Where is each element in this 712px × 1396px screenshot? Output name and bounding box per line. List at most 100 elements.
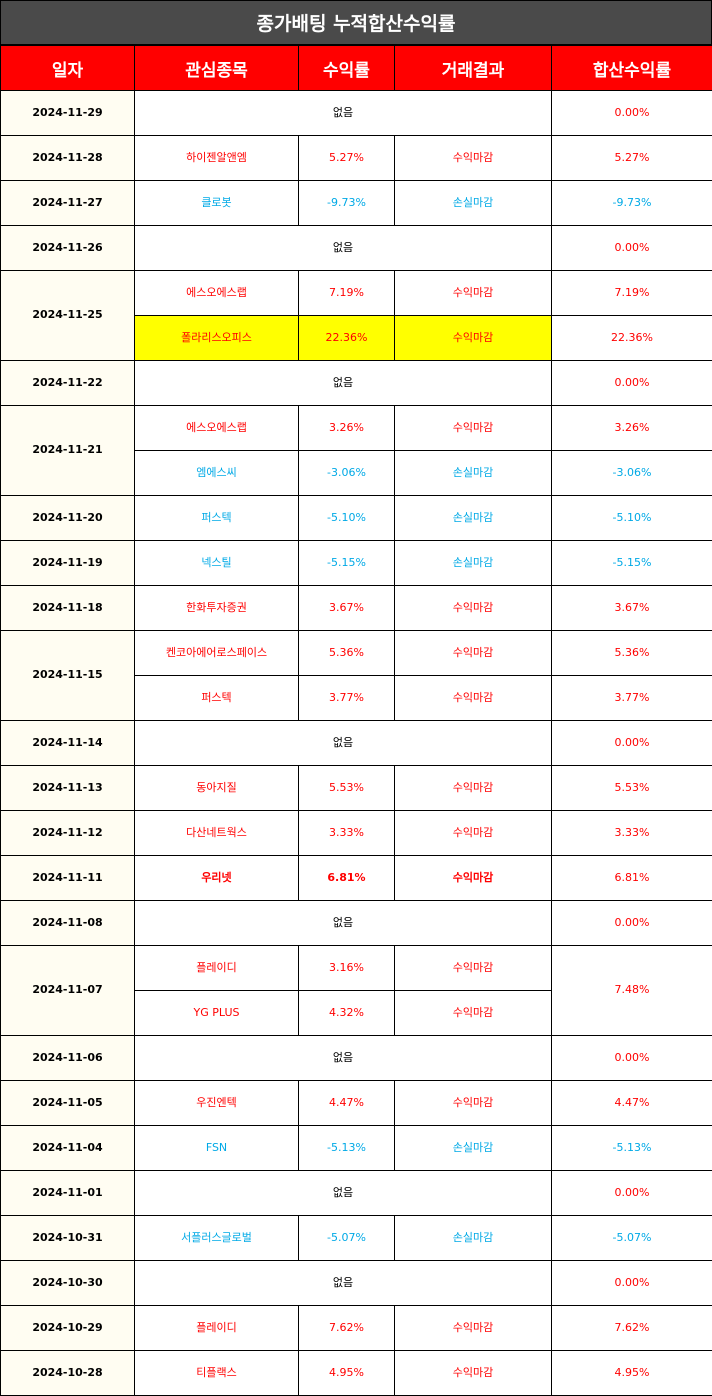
total-return-cell: -5.10%	[551, 495, 712, 541]
total-return-cell: 0.00%	[551, 1260, 712, 1306]
table-row: 2024-11-01 없음 0.00%	[0, 1170, 712, 1216]
table-row: 2024-11-27 클로봇 -9.73% 손실마감 -9.73%	[0, 180, 712, 226]
total-return-cell: 0.00%	[551, 225, 712, 271]
trade-result-cell: 수익마감	[394, 855, 552, 901]
no-trade-cell: 없음	[134, 1035, 552, 1081]
stock-name-cell: 넥스틸	[134, 540, 299, 586]
table-row: 2024-11-12 다산네트웍스 3.33% 수익마감 3.33%	[0, 810, 712, 856]
total-return-cell: 0.00%	[551, 90, 712, 136]
date-cell: 2024-11-19	[0, 540, 135, 586]
trade-result-cell: 수익마감	[394, 765, 552, 811]
table-row: 2024-10-30 없음 0.00%	[0, 1260, 712, 1306]
stock-name-cell: 한화투자증권	[134, 585, 299, 631]
return-cell: -9.73%	[298, 180, 395, 226]
total-return-cell: -5.13%	[551, 1125, 712, 1171]
return-cell: 3.33%	[298, 810, 395, 856]
return-cell: -5.07%	[298, 1215, 395, 1261]
no-trade-cell: 없음	[134, 90, 552, 136]
return-cell: 7.62%	[298, 1305, 395, 1351]
return-cell: 3.67%	[298, 585, 395, 631]
return-cell: 4.47%	[298, 1080, 395, 1126]
table-row: 2024-11-25 에스오에스랩 7.19% 수익마감 7.19%	[0, 270, 712, 361]
table-row: 2024-11-19 넥스틸 -5.15% 손실마감 -5.15%	[0, 540, 712, 586]
stock-name-cell: 플레이디	[134, 945, 299, 991]
table-row: 2024-11-28 하이젠알앤엠 5.27% 수익마감 5.27%	[0, 135, 712, 181]
stock-name-cell: 에스오에스랩	[134, 270, 299, 316]
date-cell: 2024-11-13	[0, 765, 135, 811]
trade-result-cell: 수익마감	[394, 585, 552, 631]
trade-result-cell: 손실마감	[394, 180, 552, 226]
total-return-cell: 3.77%	[551, 675, 712, 721]
trade-result-cell: 손실마감	[394, 450, 552, 496]
header-row: 일자 관심종목 수익률 거래결과 합산수익률	[0, 45, 712, 91]
table-row: 2024-11-20 퍼스텍 -5.10% 손실마감 -5.10%	[0, 495, 712, 541]
stock-name-cell: 켄코아에어로스페이스	[134, 630, 299, 676]
table-row: 2024-11-26 없음 0.00%	[0, 225, 712, 271]
no-trade-cell: 없음	[134, 1260, 552, 1306]
return-cell: 5.53%	[298, 765, 395, 811]
total-return-cell: 5.36%	[551, 630, 712, 676]
date-cell: 2024-11-18	[0, 585, 135, 631]
header-result: 거래결과	[394, 45, 552, 91]
date-cell: 2024-11-08	[0, 900, 135, 946]
total-return-cell: 0.00%	[551, 720, 712, 766]
no-trade-cell: 없음	[134, 720, 552, 766]
table-row: 2024-11-11 우리넷 6.81% 수익마감 6.81%	[0, 855, 712, 901]
total-return-cell: 7.19%	[551, 270, 712, 316]
return-cell: 22.36%	[298, 315, 395, 361]
table-row: 2024-11-04 FSN -5.13% 손실마감 -5.13%	[0, 1125, 712, 1171]
return-cell: 3.26%	[298, 405, 395, 451]
table-row: 2024-11-07 플레이디 3.16% 수익마감 7.48%	[0, 945, 712, 1036]
total-return-cell: 0.00%	[551, 1170, 712, 1216]
trade-result-cell: 수익마감	[394, 945, 552, 991]
no-trade-cell: 없음	[134, 225, 552, 271]
table-body: 2024-11-29 없음 0.00% 2024-11-28 하이젠알앤엠 5.27% 수익…	[0, 90, 712, 1396]
total-return-cell: 4.47%	[551, 1080, 712, 1126]
table-row: 2024-10-31 서플러스글로벌 -5.07% 손실마감 -5.07%	[0, 1215, 712, 1261]
total-return-cell: 7.48%	[551, 945, 712, 1036]
stock-name-cell: 하이젠알앤엠	[134, 135, 299, 181]
stock-name-cell: 폴라리스오피스	[134, 315, 299, 361]
table-row: 2024-11-29 없음 0.00%	[0, 90, 712, 136]
total-return-cell: -9.73%	[551, 180, 712, 226]
total-return-cell: -5.15%	[551, 540, 712, 586]
table-row: 2024-11-08 없음 0.00%	[0, 900, 712, 946]
stock-name-cell: 퍼스텍	[134, 675, 299, 721]
trade-result-cell: 수익마감	[394, 1080, 552, 1126]
trade-result-cell: 수익마감	[394, 630, 552, 676]
total-return-cell: 7.62%	[551, 1305, 712, 1351]
date-cell: 2024-11-07	[0, 945, 135, 1036]
return-cell: 4.32%	[298, 990, 395, 1036]
date-cell: 2024-11-26	[0, 225, 135, 271]
total-return-cell: 0.00%	[551, 1035, 712, 1081]
header-date: 일자	[0, 45, 135, 91]
total-return-cell: 0.00%	[551, 900, 712, 946]
table-row: 2024-11-05 우진엔텍 4.47% 수익마감 4.47%	[0, 1080, 712, 1126]
trade-result-cell: 손실마감	[394, 495, 552, 541]
table-row: 2024-11-22 없음 0.00%	[0, 360, 712, 406]
return-cell: 7.19%	[298, 270, 395, 316]
trade-result-cell: 수익마감	[394, 315, 552, 361]
table-row: 2024-11-13 동아지질 5.53% 수익마감 5.53%	[0, 765, 712, 811]
trade-result-cell: 수익마감	[394, 135, 552, 181]
return-cell: 3.77%	[298, 675, 395, 721]
header-return: 수익률	[298, 45, 395, 91]
table-row: 2024-10-28 티플랙스 4.95% 수익마감 4.95%	[0, 1350, 712, 1396]
stock-name-cell: 플레이디	[134, 1305, 299, 1351]
date-cell: 2024-11-11	[0, 855, 135, 901]
total-return-cell: 4.95%	[551, 1350, 712, 1396]
stock-name-cell: 에스오에스랩	[134, 405, 299, 451]
date-cell: 2024-11-06	[0, 1035, 135, 1081]
stock-name-cell: 우진엔텍	[134, 1080, 299, 1126]
date-cell: 2024-11-12	[0, 810, 135, 856]
date-cell: 2024-11-15	[0, 630, 135, 721]
date-cell: 2024-11-05	[0, 1080, 135, 1126]
date-cell: 2024-11-22	[0, 360, 135, 406]
table-row: 퍼스텍 3.77% 수익마감 3.77%	[1, 675, 712, 721]
total-return-cell: 3.67%	[551, 585, 712, 631]
sheet-title: 종가배팅 누적합산수익률	[0, 0, 712, 45]
total-return-cell: 3.33%	[551, 810, 712, 856]
table-row: 폴라리스오피스 22.36% 수익마감 22.36%	[1, 315, 712, 361]
total-return-cell: 5.27%	[551, 135, 712, 181]
table-row: 2024-10-29 플레이디 7.62% 수익마감 7.62%	[0, 1305, 712, 1351]
